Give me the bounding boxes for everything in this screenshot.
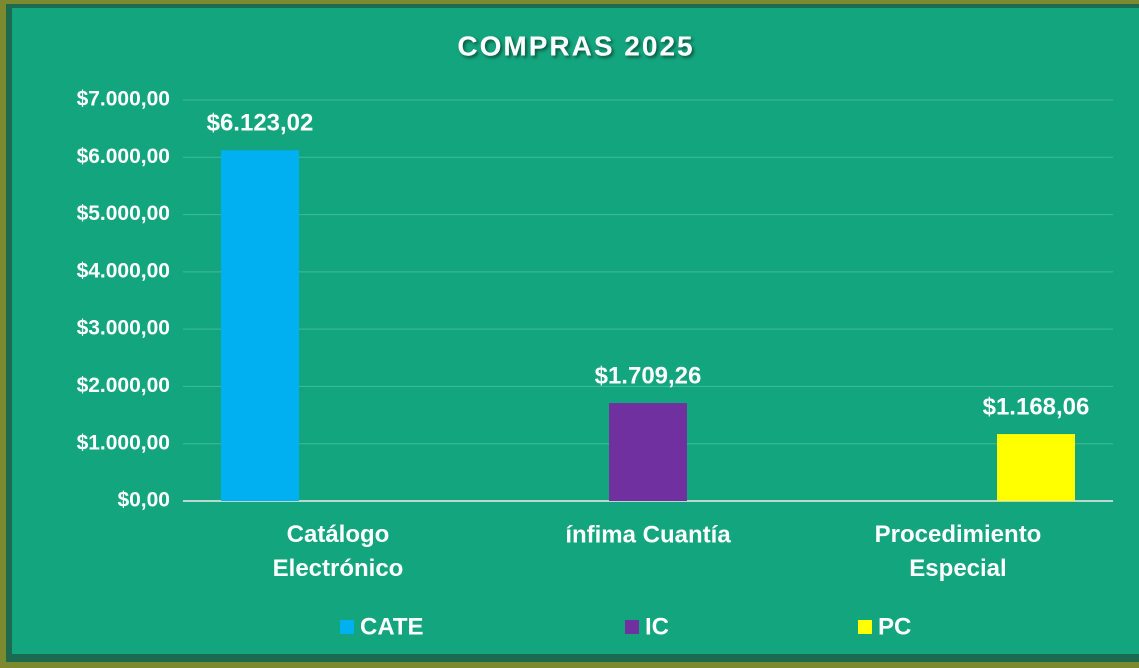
x-tick-label: ínfima Cuantía: [565, 521, 731, 548]
y-tick-label: $7.000,00: [77, 88, 170, 111]
legend-label: PC: [878, 613, 911, 640]
y-tick-label: $6.000,00: [77, 145, 170, 168]
y-tick-label: $0,00: [117, 489, 170, 512]
legend-label: IC: [645, 613, 669, 640]
chart-background: [12, 8, 1139, 654]
y-tick-label: $3.000,00: [77, 317, 170, 340]
legend-swatch: [858, 620, 872, 634]
y-tick-label: $4.000,00: [77, 259, 170, 282]
bar: [609, 403, 687, 501]
legend-swatch: [625, 620, 639, 634]
y-tick-label: $2.000,00: [77, 374, 170, 397]
x-tick-label: Procedimiento Especial: [875, 521, 1042, 582]
chart-title: COMPRAS 2025: [457, 30, 694, 61]
data-label: $6.123,02: [207, 110, 314, 137]
legend-label: CATE: [360, 613, 424, 640]
data-label: $1.168,06: [983, 393, 1090, 420]
legend-swatch: [340, 620, 354, 634]
bar: [221, 150, 299, 502]
x-tick-label: Catálogo Electrónico: [273, 521, 404, 582]
bar: [997, 434, 1075, 501]
data-label: $1.709,26: [595, 362, 702, 389]
y-tick-label: $5.000,00: [77, 202, 170, 225]
y-tick-label: $1.000,00: [77, 431, 170, 454]
